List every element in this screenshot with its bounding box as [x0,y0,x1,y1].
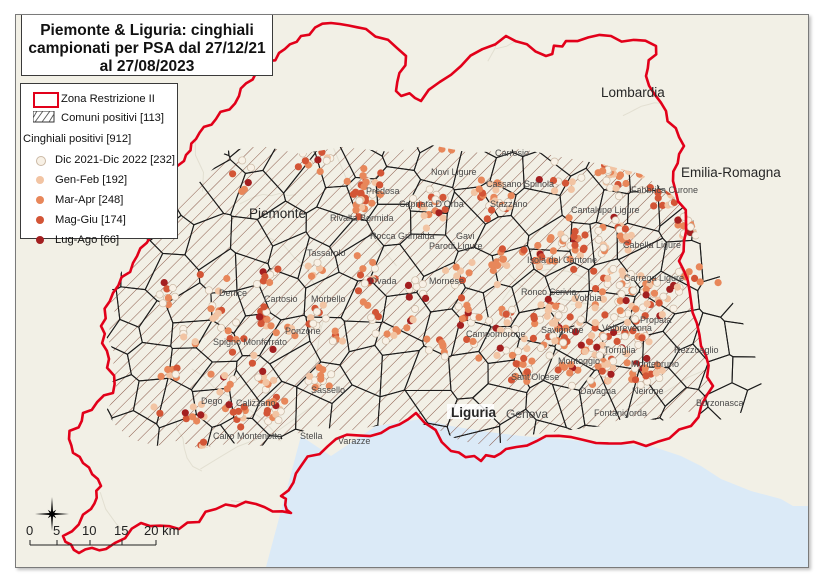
svg-text:Ponzone: Ponzone [285,326,321,336]
svg-text:Isola del Cantone: Isola del Cantone [527,255,597,265]
svg-text:Genova: Genova [506,407,548,421]
svg-text:Montebruno: Montebruno [631,359,679,369]
svg-text:Novi Ligure: Novi Ligure [431,167,477,177]
svg-text:Gavi: Gavi [456,231,475,241]
svg-text:Parodi Ligure: Parodi Ligure [429,241,483,251]
svg-text:Ovada: Ovada [370,276,397,286]
svg-text:Spigno Monferrato: Spigno Monferrato [213,337,287,347]
svg-text:Carrosio: Carrosio [495,148,529,158]
svg-text:Capriata D'Orba: Capriata D'Orba [399,199,464,209]
svg-text:Morbello: Morbello [311,294,346,304]
svg-text:10: 10 [82,523,96,538]
svg-text:Cabella Ligure: Cabella Ligure [623,240,681,250]
svg-text:Rezzoaglio: Rezzoaglio [674,345,719,355]
svg-text:Rocca Grimalda: Rocca Grimalda [370,231,435,241]
svg-text:Torriglia: Torriglia [604,345,636,355]
svg-text:Carrega Ligure: Carrega Ligure [624,273,684,283]
svg-text:Ronco Scrivia: Ronco Scrivia [521,287,577,297]
svg-text:Fontanigorda: Fontanigorda [594,408,647,418]
svg-text:Borzonasca: Borzonasca [696,398,744,408]
svg-text:Fabbrica Curone: Fabbrica Curone [631,185,698,195]
svg-text:Stazzano: Stazzano [490,199,528,209]
svg-text:Cantalupo Ligure: Cantalupo Ligure [571,205,640,215]
svg-text:Dego: Dego [201,396,223,406]
svg-text:Vobbia: Vobbia [574,293,602,303]
svg-text:Campomorone: Campomorone [466,329,526,339]
svg-text:Predosa: Predosa [366,186,400,196]
svg-text:Mornese: Mornese [429,276,464,286]
svg-text:Denice: Denice [219,288,247,298]
svg-text:Emilia-Romagna: Emilia-Romagna [681,165,781,180]
svg-text:Cairo Montenotte: Cairo Montenotte [213,431,282,441]
svg-text:Montoggio: Montoggio [558,356,600,366]
svg-text:15: 15 [114,523,128,538]
svg-text:0: 0 [26,523,33,538]
svg-text:Cassano Spinola: Cassano Spinola [486,179,554,189]
svg-text:Sant'Olcese: Sant'Olcese [511,372,559,382]
svg-text:Stella: Stella [300,431,323,441]
svg-text:Varazze: Varazze [338,436,370,446]
svg-text:Lombardia: Lombardia [601,85,665,100]
svg-text:Savignone: Savignone [541,325,584,335]
svg-text:20 km: 20 km [144,523,179,538]
svg-text:Propata: Propata [640,315,672,325]
svg-text:Cartosio: Cartosio [264,294,298,304]
svg-text:Piemonte: Piemonte [249,206,306,221]
svg-text:Sassello: Sassello [311,385,345,395]
svg-text:Calizzano: Calizzano [236,398,276,408]
svg-text:Tassarolo: Tassarolo [307,248,346,258]
svg-text:Rivalta Bormida: Rivalta Bormida [330,213,394,223]
svg-text:5: 5 [53,523,60,538]
svg-text:Davagna: Davagna [580,386,616,396]
svg-text:Liguria: Liguria [451,405,496,420]
svg-text:Neirone: Neirone [632,386,664,396]
